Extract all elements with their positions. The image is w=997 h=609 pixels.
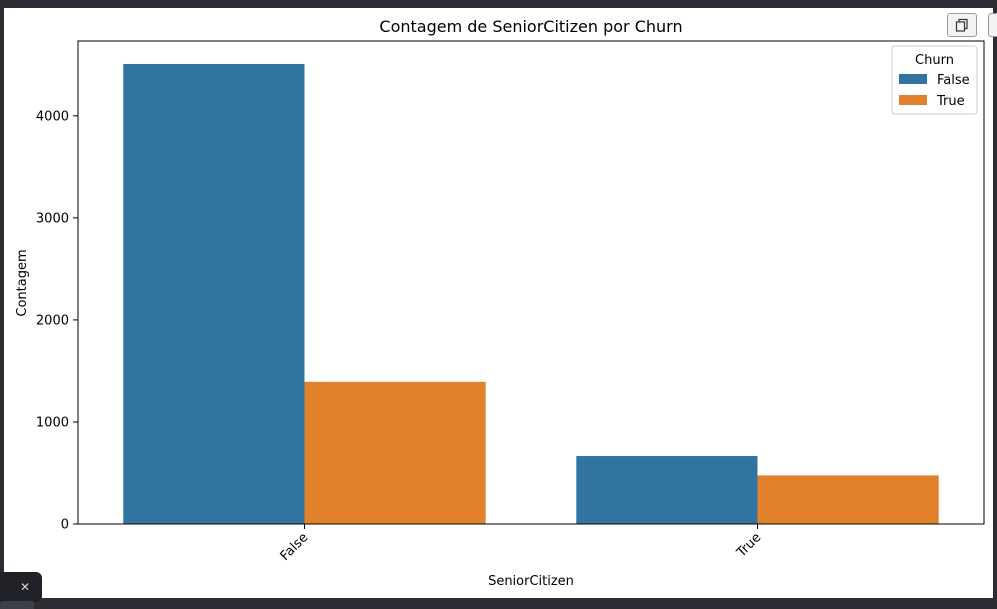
axes-frame [77,40,985,525]
bar-false-true [304,381,486,524]
bar-false-false [123,63,305,525]
x-tick-label: True [733,530,764,561]
y-axis-label: Contagem [15,249,30,316]
top-strip [0,0,997,8]
bar-true-false [576,456,758,524]
y-tick-label: 4000 [36,109,69,124]
y-tick-label: 2000 [36,313,69,328]
extra-button[interactable] [988,13,997,37]
y-tick-label: 0 [61,518,69,533]
taskbar-stub [0,601,34,609]
x-axis-label: SeniorCitizen [488,574,574,589]
bar-true-true [757,475,939,524]
x-tick-label: False [278,530,312,564]
legend: Churn False True [891,45,978,115]
copy-button[interactable] [947,13,977,37]
close-icon[interactable]: ✕ [19,580,31,594]
legend-label-false: False [937,73,970,88]
bottom-strip [0,598,997,609]
y-tick-label: 1000 [36,415,69,430]
legend-swatch-false [899,74,927,84]
plot-area: 0 1000 2000 3000 4000 False True [36,40,985,564]
notification-toast: ✕ [0,572,42,602]
legend-swatch-true [899,95,927,105]
legend-title: Churn [915,53,954,68]
chart-title: Contagem de SeniorCitizen por Churn [379,17,682,36]
copy-icon [955,18,968,32]
legend-label-true: True [936,94,965,109]
y-tick-label: 3000 [36,211,69,226]
